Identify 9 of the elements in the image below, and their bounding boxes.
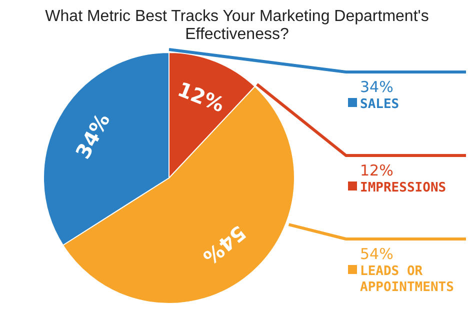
data-label: 12% [174, 77, 228, 117]
legend-label: LEADS OR APPOINTMENTS [360, 264, 454, 295]
chart-title: What Metric Best Tracks Your Marketing Department's Effectiveness? [44, 8, 430, 45]
legend-label: SALES [360, 97, 400, 112]
legend-label: IMPRESSIONS [360, 180, 446, 196]
text: 34% [360, 78, 394, 96]
text: 12% [360, 162, 394, 180]
text: 54% [360, 245, 394, 263]
data-label: 34% [70, 109, 115, 163]
